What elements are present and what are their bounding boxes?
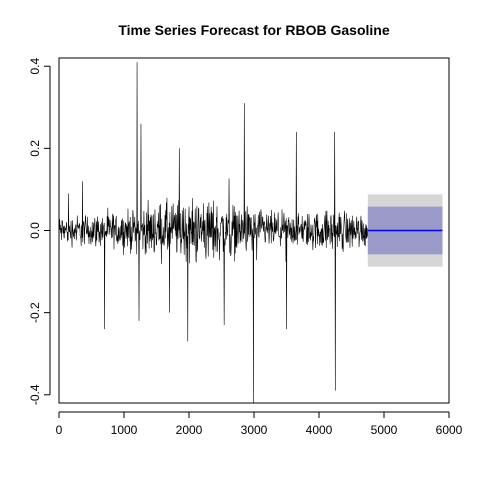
chart-title: Time Series Forecast for RBOB Gasoline (118, 22, 389, 38)
y-tick-label: 0.4 (28, 58, 42, 75)
y-tick-label: 0.0 (28, 222, 42, 239)
observed-series-line (58, 62, 368, 404)
x-tick-label: 4000 (306, 423, 333, 437)
y-tick-label: 0.2 (28, 140, 42, 157)
plot-frame (58, 57, 450, 404)
x-tick-label: 2000 (176, 423, 203, 437)
x-tick-label: 6000 (436, 423, 463, 437)
x-tick-label: 5000 (371, 423, 398, 437)
series-layer (58, 62, 443, 404)
x-tick-label: 0 (56, 423, 63, 437)
x-tick-label: 3000 (241, 423, 268, 437)
y-tick-label: -0.4 (28, 384, 42, 405)
y-tick-label: -0.2 (28, 302, 42, 323)
x-tick-label: 1000 (111, 423, 138, 437)
axis-layer: 0 1000 2000 3000 4000 5000 6000 -0.4 -0.2 0.0 0.2 0… (28, 57, 463, 437)
